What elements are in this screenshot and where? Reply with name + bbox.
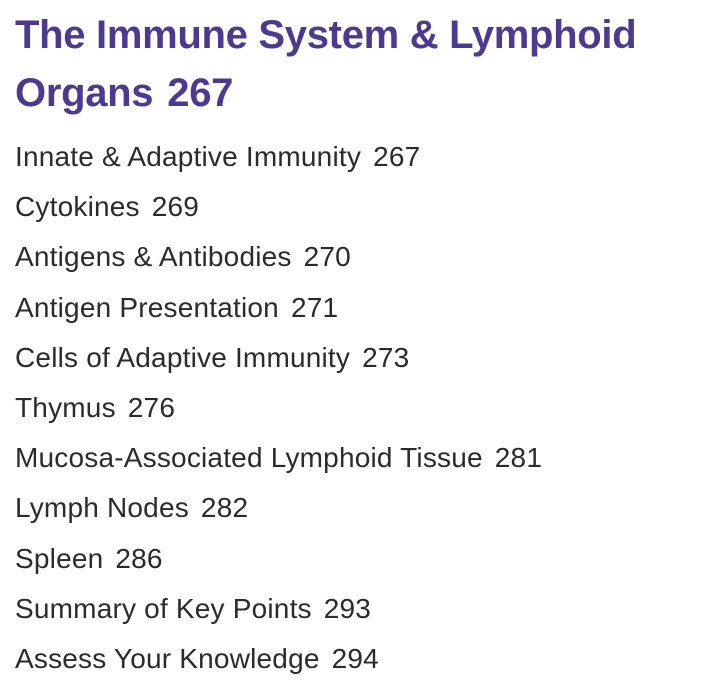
chapter-page-number: 267 xyxy=(167,71,234,115)
toc-entry-page: 293 xyxy=(323,592,372,624)
toc-entry[interactable]: Thymus 276 xyxy=(15,383,719,433)
toc-entry-label: Assess Your Knowledge xyxy=(15,642,320,674)
toc-entry[interactable]: Cytokines 269 xyxy=(15,182,719,232)
toc-entry-label: Antigen Presentation xyxy=(15,291,279,323)
toc-entry-label: Summary of Key Points xyxy=(15,592,312,624)
toc-entry-label: Innate & Adaptive Immunity xyxy=(15,141,362,172)
toc-entry[interactable]: Mucosa-Associated Lymphoid Tissue 281 xyxy=(15,433,719,483)
toc-entry-page: 286 xyxy=(115,542,163,574)
toc-entry-label: Cells of Adaptive Immunity xyxy=(15,341,351,373)
toc-entry[interactable]: Antigens & Antibodies 270 xyxy=(15,232,719,282)
toc-entry-label: Spleen xyxy=(15,542,104,574)
toc-entry-page: 273 xyxy=(362,341,410,373)
toc-entry-label: Thymus xyxy=(15,391,116,423)
toc-entry-page: 267 xyxy=(373,141,421,172)
toc-entry-page: 271 xyxy=(290,291,339,323)
toc-entry-label: Lymph Nodes xyxy=(15,492,189,524)
toc-entry-page: 270 xyxy=(303,241,351,273)
toc-entry-label: Antigens & Antibodies xyxy=(15,241,292,273)
toc-entry[interactable]: Antigen Presentation 271 xyxy=(15,283,719,333)
toc-entry[interactable]: Lymph Nodes 282 xyxy=(15,483,719,533)
toc-entry[interactable]: Spleen 286 xyxy=(15,534,719,584)
toc-entry[interactable]: Summary of Key Points 293 xyxy=(15,584,719,634)
toc-entry[interactable]: Cells of Adaptive Immunity 273 xyxy=(15,333,719,383)
toc-entry-page: 269 xyxy=(151,191,200,223)
chapter-title[interactable]: The Immune System & Lymphoid Organs 267 xyxy=(15,0,719,122)
toc-entry-page: 276 xyxy=(127,391,176,423)
toc-entry-page: 282 xyxy=(200,492,249,524)
section-list: Innate & Adaptive Immunity 267 Cytokines 2… xyxy=(15,132,719,684)
toc-entry-label: Mucosa-Associated Lymphoid Tissue xyxy=(15,442,483,474)
toc-entry-page: 281 xyxy=(494,442,543,474)
toc-entry-page: 294 xyxy=(331,642,379,674)
toc-entry[interactable]: Innate & Adaptive Immunity 267 xyxy=(15,132,719,182)
toc-entry[interactable]: Assess Your Knowledge 294 xyxy=(15,634,719,684)
chapter-title-text: The Immune System & Lymphoid Organs xyxy=(15,13,637,115)
toc-entry-label: Cytokines xyxy=(15,191,140,223)
